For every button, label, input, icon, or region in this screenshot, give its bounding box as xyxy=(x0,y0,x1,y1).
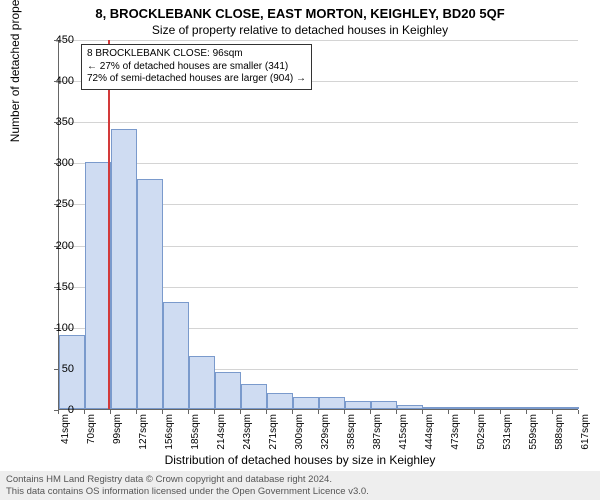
x-tick-label: 99sqm xyxy=(112,414,123,464)
x-tick-mark xyxy=(526,410,527,414)
y-tick-label: 250 xyxy=(44,198,74,210)
y-tick-mark xyxy=(54,204,58,205)
x-tick-mark xyxy=(500,410,501,414)
y-tick-mark xyxy=(54,81,58,82)
grid-line xyxy=(59,40,578,41)
histogram-bar xyxy=(371,401,397,409)
y-tick-mark xyxy=(54,163,58,164)
property-marker-line xyxy=(108,40,110,409)
chart-title-sub: Size of property relative to detached ho… xyxy=(0,21,600,37)
x-tick-label: 41sqm xyxy=(60,414,71,464)
x-tick-label: 243sqm xyxy=(242,414,253,464)
histogram-bar xyxy=(111,129,137,409)
x-tick-mark xyxy=(552,410,553,414)
x-tick-mark xyxy=(214,410,215,414)
chart-plot-area: 8 BROCKLEBANK CLOSE: 96sqm ← 27% of deta… xyxy=(58,40,578,410)
x-tick-mark xyxy=(58,410,59,414)
histogram-bar xyxy=(553,407,579,409)
x-tick-mark xyxy=(292,410,293,414)
histogram-bar xyxy=(397,405,423,409)
y-tick-mark xyxy=(54,328,58,329)
y-tick-mark xyxy=(54,246,58,247)
x-tick-label: 358sqm xyxy=(346,414,357,464)
x-tick-mark xyxy=(578,410,579,414)
x-tick-mark xyxy=(266,410,267,414)
footer: Contains HM Land Registry data © Crown c… xyxy=(0,471,600,500)
x-tick-mark xyxy=(370,410,371,414)
footer-line-1: Contains HM Land Registry data © Crown c… xyxy=(6,474,594,485)
x-tick-label: 473sqm xyxy=(450,414,461,464)
histogram-bar xyxy=(267,393,293,409)
y-tick-label: 350 xyxy=(44,116,74,128)
x-tick-mark xyxy=(474,410,475,414)
histogram-bar xyxy=(137,179,163,409)
x-tick-label: 300sqm xyxy=(294,414,305,464)
x-tick-label: 70sqm xyxy=(86,414,97,464)
x-tick-label: 588sqm xyxy=(554,414,565,464)
histogram-bar xyxy=(501,407,527,409)
histogram-bar xyxy=(319,397,345,409)
x-tick-label: 502sqm xyxy=(476,414,487,464)
x-tick-label: 559sqm xyxy=(528,414,539,464)
histogram-bar xyxy=(345,401,371,409)
x-tick-label: 185sqm xyxy=(190,414,201,464)
annotation-line-1: 8 BROCKLEBANK CLOSE: 96sqm xyxy=(87,48,306,61)
annotation-line-3: 72% of semi-detached houses are larger (… xyxy=(87,73,306,86)
x-tick-mark xyxy=(448,410,449,414)
x-tick-label: 156sqm xyxy=(164,414,175,464)
x-tick-mark xyxy=(136,410,137,414)
histogram-bar xyxy=(449,407,475,409)
y-tick-label: 200 xyxy=(44,240,74,252)
x-tick-label: 415sqm xyxy=(398,414,409,464)
chart-title-main: 8, BROCKLEBANK CLOSE, EAST MORTON, KEIGH… xyxy=(0,0,600,21)
footer-line-2: This data contains OS information licens… xyxy=(6,486,594,497)
y-tick-mark xyxy=(54,369,58,370)
histogram-bar xyxy=(293,397,319,409)
y-tick-label: 400 xyxy=(44,75,74,87)
histogram-bar xyxy=(423,407,449,409)
x-tick-label: 214sqm xyxy=(216,414,227,464)
x-tick-mark xyxy=(84,410,85,414)
histogram-bar xyxy=(215,372,241,409)
x-tick-mark xyxy=(422,410,423,414)
histogram-bar xyxy=(85,162,111,409)
x-tick-label: 329sqm xyxy=(320,414,331,464)
x-tick-mark xyxy=(240,410,241,414)
y-tick-mark xyxy=(54,40,58,41)
y-tick-label: 100 xyxy=(44,322,74,334)
x-tick-mark xyxy=(110,410,111,414)
y-tick-mark xyxy=(54,287,58,288)
y-tick-label: 450 xyxy=(44,34,74,46)
y-tick-label: 50 xyxy=(44,363,74,375)
x-tick-mark xyxy=(188,410,189,414)
histogram-bar xyxy=(189,356,215,409)
x-tick-label: 531sqm xyxy=(502,414,513,464)
x-tick-label: 387sqm xyxy=(372,414,383,464)
annotation-line-2: ← 27% of detached houses are smaller (34… xyxy=(87,61,306,74)
y-tick-label: 150 xyxy=(44,281,74,293)
histogram-bar xyxy=(475,407,501,409)
histogram-bar xyxy=(527,407,553,409)
annotation-box: 8 BROCKLEBANK CLOSE: 96sqm ← 27% of deta… xyxy=(81,44,312,90)
x-tick-mark xyxy=(318,410,319,414)
x-tick-mark xyxy=(396,410,397,414)
x-tick-label: 444sqm xyxy=(424,414,435,464)
x-tick-mark xyxy=(344,410,345,414)
grid-line xyxy=(59,122,578,123)
x-tick-label: 127sqm xyxy=(138,414,149,464)
y-tick-mark xyxy=(54,122,58,123)
x-tick-label: 271sqm xyxy=(268,414,279,464)
y-tick-label: 300 xyxy=(44,157,74,169)
y-axis-label: Number of detached properties xyxy=(8,0,22,142)
x-tick-label: 617sqm xyxy=(580,414,591,464)
histogram-bar xyxy=(163,302,189,409)
histogram-bar xyxy=(241,384,267,409)
x-tick-mark xyxy=(162,410,163,414)
